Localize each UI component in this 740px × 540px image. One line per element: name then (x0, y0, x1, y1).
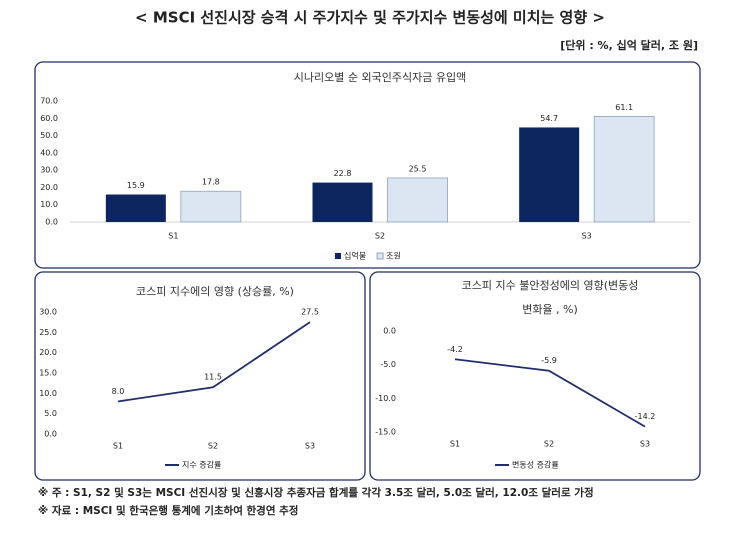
y-tick-label: 15.0 (39, 369, 57, 378)
y-tick-label: 5.0 (44, 409, 57, 418)
y-tick-label: 0.0 (383, 327, 396, 336)
y-tick-label: -10.0 (375, 394, 396, 403)
value-label: 15.9 (127, 181, 145, 190)
bar (312, 182, 373, 222)
bar (593, 115, 655, 223)
x-tick-label: S3 (582, 232, 592, 241)
y-tick-label: 30.0 (39, 308, 57, 317)
bar (387, 177, 448, 223)
y-tick-label: 20.0 (40, 183, 58, 192)
y-tick-label: 0.0 (45, 218, 58, 227)
x-tick-label: S3 (640, 440, 650, 449)
legend-label: 변동성 증감률 (512, 460, 559, 470)
y-tick-label: 50.0 (40, 131, 58, 140)
x-tick-label: S2 (544, 440, 554, 449)
panel (34, 271, 366, 481)
legend-label: 조원 (386, 252, 401, 261)
bar (519, 127, 580, 222)
chart-title: 코스피 지수에의 영향 (상승률, %) (136, 285, 294, 298)
chart-title: 변화율 , %) (522, 303, 578, 316)
x-tick-label: S3 (305, 442, 315, 451)
value-label: 54.7 (540, 114, 558, 123)
y-tick-label: 0.0 (44, 430, 57, 439)
value-label: 27.5 (301, 308, 319, 317)
panel (34, 61, 701, 269)
value-label: 11.5 (204, 373, 222, 382)
footnote: ※ 주 : S1, S2 및 S3는 MSCI 선진시장 및 신흥시장 추종자금… (38, 486, 594, 499)
bar (180, 190, 242, 223)
y-tick-label: 40.0 (40, 148, 58, 157)
footnote: ※ 자료 : MSCI 및 한국은행 통계에 기초하여 한경연 추정 (38, 504, 298, 517)
value-label: -14.2 (635, 412, 656, 421)
y-tick-label: 30.0 (40, 166, 58, 175)
legend-swatch (376, 252, 384, 260)
y-tick-label: 10.0 (40, 200, 58, 209)
chart-title: 시나리오별 순 외국인주식자금 유입액 (294, 71, 466, 84)
y-tick-label: 25.0 (39, 328, 57, 337)
x-tick-label: S1 (450, 440, 460, 449)
panel (369, 271, 701, 481)
value-label: -5.9 (541, 356, 557, 365)
x-tick-label: S2 (375, 232, 385, 241)
line (454, 358, 646, 428)
y-tick-label: -5.0 (380, 360, 396, 369)
y-tick-label: 20.0 (39, 348, 57, 357)
y-tick-label: -15.0 (375, 428, 396, 437)
legend-label: 지수 증감률 (182, 460, 221, 470)
y-tick-label: 60.0 (40, 114, 58, 123)
x-tick-label: S1 (113, 442, 123, 451)
legend-swatch (335, 253, 341, 259)
legend-label: 십억불 (344, 251, 366, 261)
value-label: 25.5 (409, 164, 427, 173)
x-tick-label: S1 (168, 232, 178, 241)
page-title: < MSCI 선진시장 승격 시 주가지수 및 주가지수 변동성에 미치는 영향… (135, 9, 605, 27)
x-tick-label: S2 (208, 442, 218, 451)
value-label: 17.8 (202, 178, 220, 187)
value-label: 61.1 (615, 103, 633, 112)
value-label: -4.2 (447, 345, 463, 354)
chart-title: 코스피 지수 불안정성에의 영향(변동성 (462, 279, 639, 292)
y-tick-label: 10.0 (39, 389, 57, 398)
line (117, 321, 311, 403)
unit-note: [단위 : %, 십억 달러, 조 원] (560, 38, 698, 52)
y-tick-label: 70.0 (40, 97, 58, 106)
value-label: 8.0 (112, 387, 125, 396)
bar (105, 194, 166, 222)
value-label: 22.8 (334, 169, 352, 178)
